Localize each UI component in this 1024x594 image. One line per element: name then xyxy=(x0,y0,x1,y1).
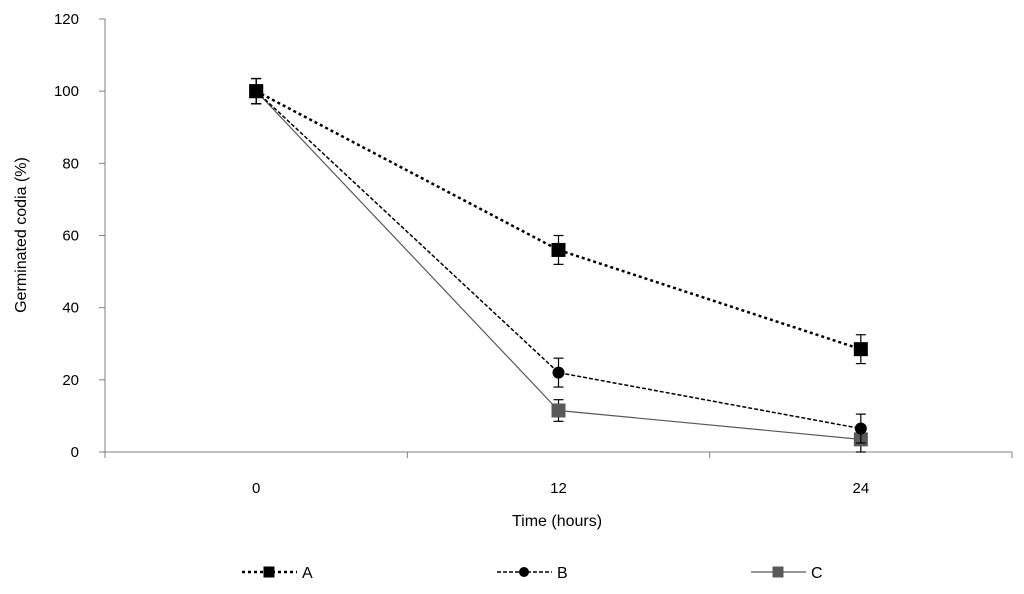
data-point xyxy=(551,242,566,257)
data-point xyxy=(551,403,566,418)
legend-item-B: B xyxy=(497,565,568,582)
legend: A B C xyxy=(242,565,823,582)
series-line xyxy=(255,90,861,430)
axes: 0 20 40 60 80 100 120 0 12 24 xyxy=(54,11,1013,497)
data-point xyxy=(249,84,264,99)
y-tick-label: 60 xyxy=(62,228,79,245)
x-axis-title: Time (hours) xyxy=(512,513,602,530)
series-line xyxy=(255,90,862,351)
data-point xyxy=(853,342,868,357)
legend-item-A: A xyxy=(242,565,313,582)
y-axis-title: Germinated codia (%) xyxy=(13,157,30,313)
y-tick-label: 40 xyxy=(62,300,79,317)
y-tick-label: 20 xyxy=(62,372,79,389)
series-A xyxy=(249,77,868,365)
y-tick-label: 100 xyxy=(54,83,79,100)
data-point xyxy=(854,422,867,435)
y-tick-label: 0 xyxy=(71,444,79,461)
legend-marker xyxy=(263,566,275,578)
data-point xyxy=(552,366,565,379)
legend-marker xyxy=(519,567,529,577)
y-tick-label: 120 xyxy=(54,11,79,28)
x-tick-label: 12 xyxy=(550,480,567,497)
legend-label: C xyxy=(811,565,823,582)
legend-marker xyxy=(772,566,784,578)
legend-label: A xyxy=(302,565,313,582)
y-tick-label: 80 xyxy=(62,155,79,172)
x-tick-label: 24 xyxy=(852,480,869,497)
legend-item-C: C xyxy=(751,565,823,582)
series-C xyxy=(249,77,868,453)
legend-label: B xyxy=(557,565,568,582)
x-tick-label: 0 xyxy=(252,480,260,497)
series-layer xyxy=(249,77,868,453)
